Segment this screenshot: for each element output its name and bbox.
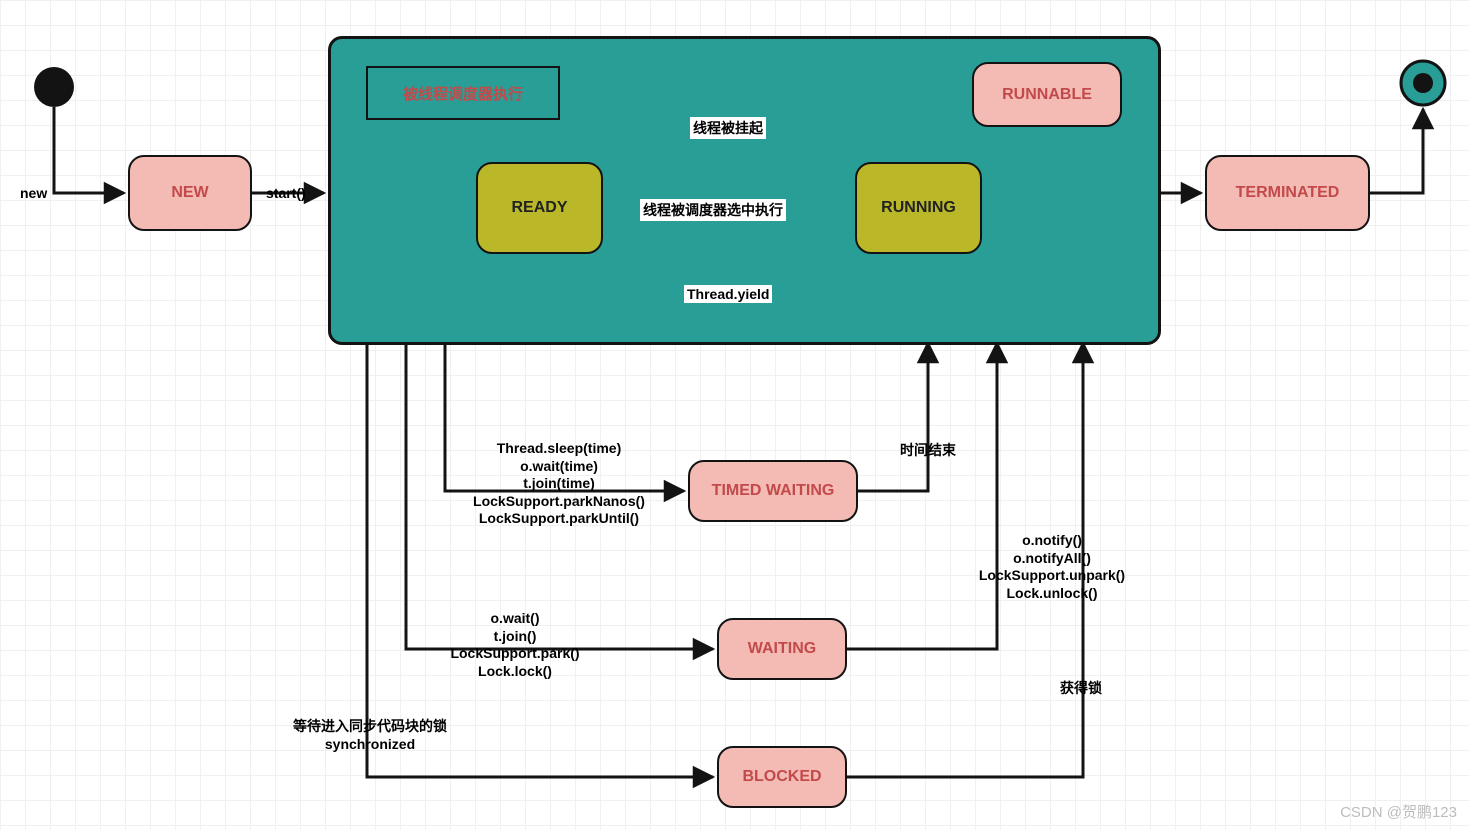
state-ready-label: READY [511, 199, 567, 217]
label-to-blocked: 等待进入同步代码块的锁synchronized [255, 718, 485, 753]
label-yield: Thread.yield [684, 285, 772, 303]
edge-timed-up [858, 343, 928, 491]
state-running: RUNNING [855, 162, 982, 254]
state-ready: READY [476, 162, 603, 254]
state-runnable-badge-label: RUNNABLE [1002, 86, 1092, 104]
state-new: NEW [128, 155, 252, 231]
state-running-label: RUNNING [881, 199, 956, 217]
state-timed-waiting-label: TIMED WAITING [712, 482, 835, 500]
state-blocked: BLOCKED [717, 746, 847, 808]
state-runnable-badge: RUNNABLE [972, 62, 1122, 127]
edge-to-blocked [367, 339, 713, 777]
state-blocked-label: BLOCKED [742, 768, 821, 786]
state-waiting-label: WAITING [748, 640, 816, 658]
edge-start-new [54, 107, 124, 193]
label-from-waiting: o.notify()o.notifyAll()LockSupport.unpar… [952, 532, 1152, 602]
state-terminated: TERMINATED [1205, 155, 1370, 231]
state-new-label: NEW [171, 184, 208, 202]
edge-terminated-end [1370, 109, 1423, 193]
start-node [34, 67, 74, 107]
watermark: CSDN @贺鹏123 [1340, 801, 1457, 822]
label-to-waiting: o.wait()t.join()LockSupport.park()Lock.l… [415, 610, 615, 680]
diagram-canvas: { "watermark":"CSDN @贺鹏123", "colors":{ … [0, 0, 1469, 830]
runnable-title-box: 被线程调度器执行 [366, 66, 560, 120]
label-to-timed: Thread.sleep(time)o.wait(time)t.join(tim… [454, 440, 664, 528]
state-timed-waiting: TIMED WAITING [688, 460, 858, 522]
label-new: new [20, 185, 47, 201]
end-node-inner [1413, 73, 1433, 93]
label-suspend: 线程被挂起 [690, 117, 766, 139]
runnable-title-label: 被线程调度器执行 [403, 83, 523, 104]
label-selected: 线程被调度器选中执行 [640, 199, 786, 221]
state-waiting: WAITING [717, 618, 847, 680]
edge-waiting-up [847, 343, 997, 649]
label-lock-got: 获得锁 [1060, 678, 1102, 698]
state-terminated-label: TERMINATED [1236, 184, 1340, 202]
label-time-end: 时间结束 [900, 440, 956, 460]
label-start: start() [266, 185, 306, 201]
